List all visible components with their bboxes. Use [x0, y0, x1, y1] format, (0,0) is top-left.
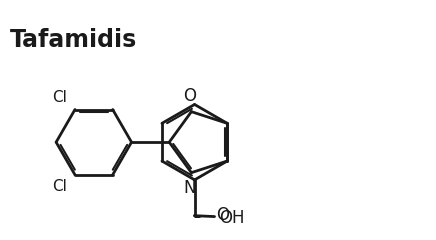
- Text: O: O: [216, 206, 229, 224]
- Text: N: N: [183, 179, 195, 197]
- Text: O: O: [183, 87, 196, 105]
- Text: Cl: Cl: [52, 179, 67, 194]
- Text: OH: OH: [219, 209, 245, 227]
- Text: Cl: Cl: [52, 90, 67, 105]
- Text: Tafamidis: Tafamidis: [10, 28, 136, 52]
